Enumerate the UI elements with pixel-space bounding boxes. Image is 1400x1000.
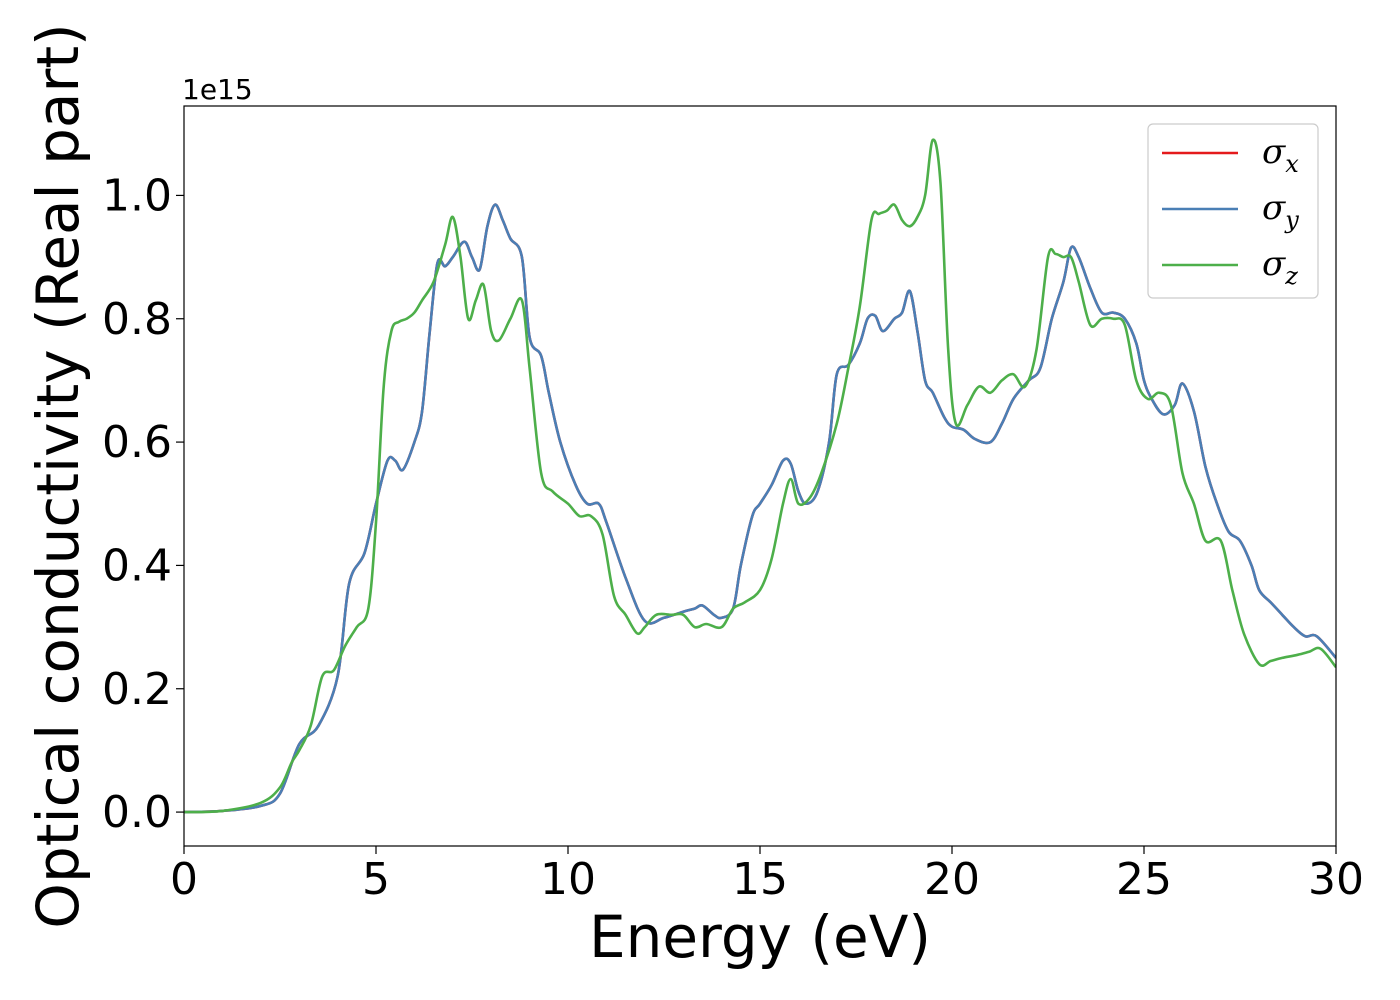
y-tick-label: 0.8 (102, 294, 172, 345)
legend-entries: σx σy σz (1162, 132, 1299, 290)
y-axis-label: Optical conductivity (Real part) (24, 23, 92, 928)
x-tick-label: 5 (362, 854, 390, 905)
legend-box (1147, 123, 1319, 299)
y-tick-label: 0.0 (102, 787, 172, 838)
y-tick-label: 0.2 (102, 664, 172, 715)
y-tick-label: 1.0 (102, 170, 172, 221)
y-tick-label: 0.6 (102, 417, 172, 468)
x-axis: 0 5 10 15 20 25 30 (170, 846, 1364, 905)
y-axis: 0.0 0.2 0.4 0.6 0.8 1.0 (102, 170, 184, 838)
legend-label-y: σy (1262, 188, 1299, 234)
legend: σx σy σz (1147, 123, 1319, 299)
legend-label-x: σx (1262, 132, 1299, 178)
y-offset-label: 1e15 (182, 73, 253, 106)
x-tick-label: 10 (540, 854, 596, 905)
x-tick-label: 15 (732, 854, 788, 905)
x-axis-label: Energy (eV) (589, 903, 931, 971)
series-line-z (184, 138, 1336, 814)
x-tick-label: 0 (170, 854, 198, 905)
legend-label-z: σz (1262, 244, 1298, 290)
x-tick-label: 25 (1116, 854, 1172, 905)
x-tick-label: 20 (924, 854, 980, 905)
series-line-y (184, 203, 1336, 814)
y-tick-label: 0.4 (102, 540, 172, 591)
x-tick-label: 30 (1308, 854, 1364, 905)
series-layer (184, 138, 1336, 814)
